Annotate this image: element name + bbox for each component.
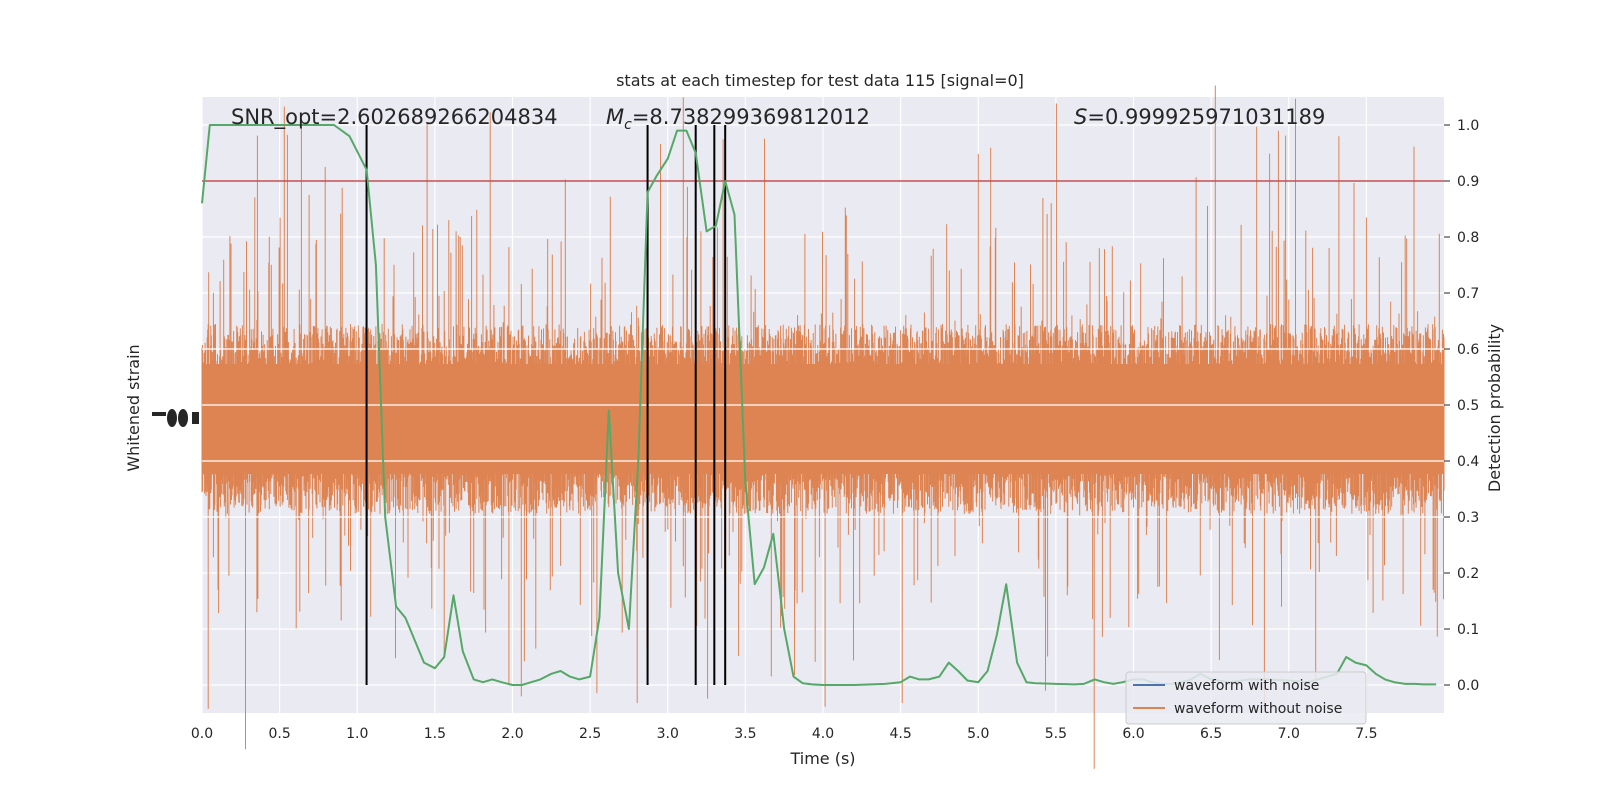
x-tick-label: 6.0 — [1122, 726, 1144, 742]
x-axis-label: Time (s) — [789, 749, 855, 768]
noise-waveform — [201, 85, 1445, 769]
statistic-symbol: S — [1074, 105, 1087, 129]
y-tick-label-right: 0.6 — [1457, 342, 1479, 358]
y-tick-label-right: 0.7 — [1457, 286, 1479, 302]
left-tick-cluster — [152, 412, 166, 416]
x-tick-label: 3.0 — [657, 726, 679, 742]
y-tick-label-right: 1.0 — [1457, 118, 1479, 134]
statistic-annotation: S=0.999925971031189 — [1074, 105, 1325, 129]
y-tick-label-right: 0.1 — [1457, 622, 1479, 638]
x-tick-label: 4.5 — [889, 726, 911, 742]
legend-label-clean: waveform without noise — [1174, 701, 1342, 717]
chirp-mass-symbol: M — [606, 105, 624, 129]
x-tick-label: 5.5 — [1045, 726, 1067, 742]
y-tick-label-right: 0.8 — [1457, 230, 1479, 246]
y-tick-label-right: 0.2 — [1457, 566, 1479, 582]
plot-title: stats at each timestep for test data 115… — [616, 71, 1024, 90]
x-tick-label: 3.5 — [734, 726, 756, 742]
statistic-value: =0.999925971031189 — [1087, 105, 1325, 129]
chirp-mass-value: =8.738299369812012 — [632, 105, 870, 129]
x-tick-label: 1.5 — [424, 726, 446, 742]
x-tick-label: 0.5 — [268, 726, 290, 742]
snr-annotation: SNR_opt=2.602689266204834 — [231, 105, 558, 130]
y-tick-label-right: 0.4 — [1457, 454, 1479, 470]
legend: waveform with noise waveform without noi… — [1125, 671, 1367, 725]
x-tick-label: 2.0 — [501, 726, 523, 742]
y-tick-label-right: 0.0 — [1457, 678, 1479, 694]
y-tick-label-right: 0.5 — [1457, 398, 1479, 414]
chirp-mass-subscript: c — [624, 117, 632, 133]
y-axis-right-label: Detection probability — [1485, 324, 1504, 492]
x-tick-label: 6.5 — [1200, 726, 1222, 742]
x-tick-label: 0.0 — [191, 726, 213, 742]
left-tick-cluster — [167, 409, 177, 427]
x-tick-label: 4.0 — [812, 726, 834, 742]
chirp-mass-annotation: Mc=8.738299369812012 — [606, 105, 870, 133]
left-tick-cluster — [192, 412, 199, 424]
x-tick-label: 5.0 — [967, 726, 989, 742]
legend-label-noise: waveform with noise — [1174, 678, 1319, 694]
y-axis-left-label: Whitened strain — [124, 344, 143, 471]
y-tick-label-right: 0.3 — [1457, 510, 1479, 526]
x-tick-label: 7.5 — [1355, 726, 1377, 742]
legend-box — [1125, 671, 1367, 725]
x-tick-label: 2.5 — [579, 726, 601, 742]
noise-trace — [201, 85, 1445, 769]
x-tick-label: 1.0 — [346, 726, 368, 742]
left-tick-cluster — [178, 409, 188, 427]
x-tick-label: 7.0 — [1278, 726, 1300, 742]
y-tick-label-right: 0.9 — [1457, 174, 1479, 190]
